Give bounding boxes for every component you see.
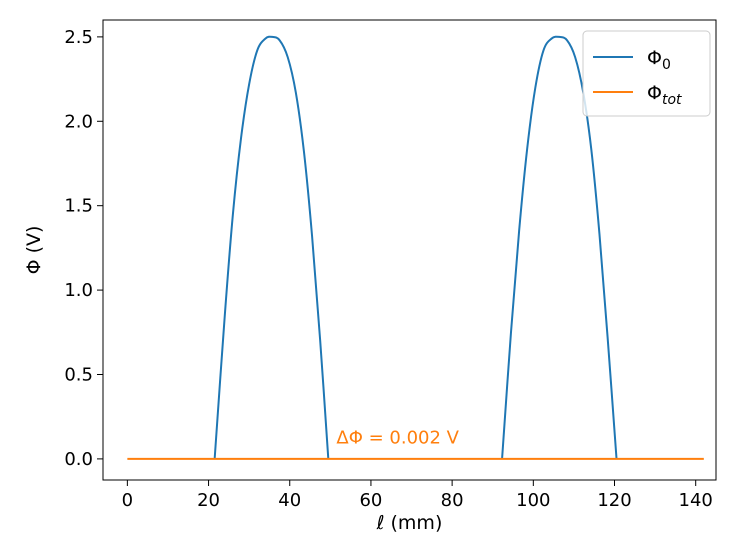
series-layer [127, 35, 704, 460]
y-tick-label: 2.0 [64, 111, 93, 132]
legend-label-1: Φtot [647, 82, 682, 108]
x-tick-label: 80 [441, 490, 464, 511]
x-tick-label: 0 [122, 490, 133, 511]
series-0-segment-1 [501, 35, 618, 459]
series-0-segment-0 [213, 35, 330, 459]
y-tick-label: 1.0 [64, 280, 93, 301]
legend-box [582, 30, 711, 117]
y-axis: 0.0 0.5 1.0 1.5 2.0 2.5 [64, 27, 103, 470]
plot-frame [102, 19, 717, 481]
y-tick-label: 0.5 [64, 364, 93, 385]
delta-phi-annotation: ΔΦ = 0.002 V [336, 428, 459, 449]
x-tick-label: 60 [359, 490, 382, 511]
x-axis-label: ℓ (mm) [376, 512, 443, 534]
y-tick-label: 1.5 [64, 196, 93, 217]
y-tick-label: 0.0 [64, 449, 93, 470]
x-tick-label: 120 [597, 490, 631, 511]
legend: Φ0 Φtot [582, 30, 711, 117]
x-tick-label: 140 [679, 490, 713, 511]
x-tick-label: 40 [278, 490, 301, 511]
x-tick-label: 20 [197, 490, 220, 511]
x-tick-label: 100 [516, 490, 550, 511]
y-tick-label: 2.5 [64, 27, 93, 48]
legend-label-0: Φ0 [647, 47, 671, 73]
y-axis-label: Φ (V) [23, 226, 45, 275]
x-axis: 0 20 40 60 80 100 120 140 [122, 480, 713, 511]
